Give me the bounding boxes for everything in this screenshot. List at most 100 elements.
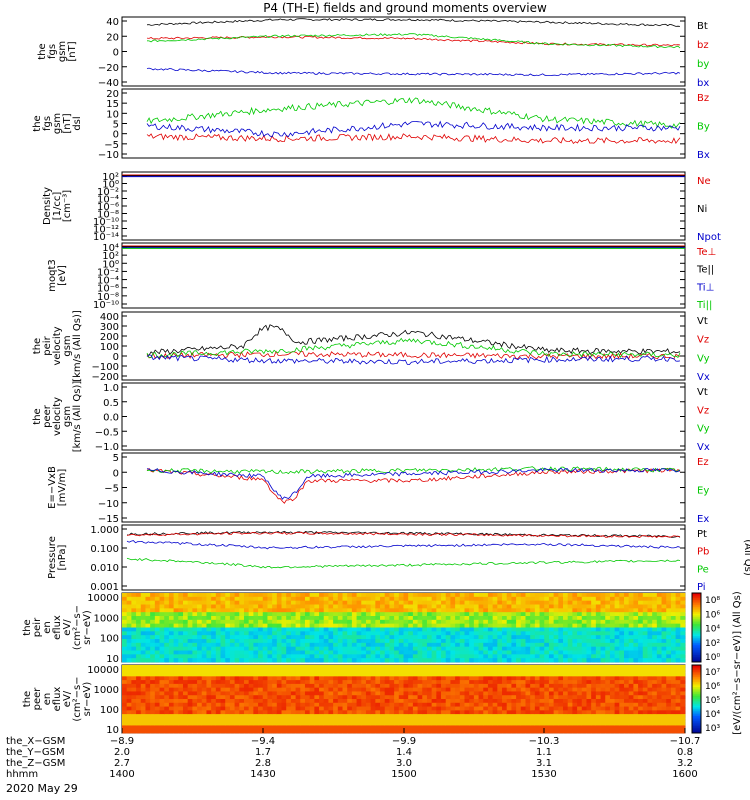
spec-cell <box>384 616 390 621</box>
spec-cell <box>389 627 395 632</box>
spec-cell <box>201 646 207 651</box>
spec-cell <box>478 635 484 640</box>
spec-cell <box>309 672 315 677</box>
spec-cell <box>140 600 146 605</box>
spec-cell <box>487 623 494 628</box>
spec-cell <box>314 702 320 707</box>
spec-cell <box>380 691 386 696</box>
spec-cell <box>234 706 240 711</box>
spec-cell <box>408 642 414 648</box>
spec-cell <box>267 619 273 625</box>
spec-cell <box>262 596 268 602</box>
spec-cell <box>675 683 681 689</box>
spec-cell <box>276 596 282 602</box>
spec-cell <box>497 600 503 605</box>
spec-cell <box>624 721 630 726</box>
spec-cell <box>323 619 329 625</box>
spec-cell <box>656 725 662 730</box>
spec-cell <box>408 665 414 670</box>
spec-cell <box>314 676 320 681</box>
spec-cell <box>422 608 428 613</box>
spec-cell <box>473 680 479 685</box>
spec-cell <box>534 635 540 640</box>
spec-cell <box>670 627 677 632</box>
spec-cell <box>159 635 165 640</box>
spec-cell <box>464 665 470 670</box>
spec-cell <box>150 683 156 689</box>
spec-cell <box>206 672 212 677</box>
spec-cell <box>154 612 160 617</box>
spec-cell <box>455 619 461 625</box>
spec-cell <box>140 619 146 625</box>
spec-cell <box>197 654 203 659</box>
spec-cell <box>234 665 240 670</box>
spec-cell <box>126 642 132 648</box>
spec-cell <box>450 593 456 598</box>
spec-cell <box>122 665 128 670</box>
spec-cell <box>581 706 587 711</box>
spec-cell <box>328 593 334 598</box>
spec-cell <box>544 668 550 673</box>
spec-cell <box>502 717 508 723</box>
spec-cell <box>502 702 508 707</box>
spec-cell <box>595 654 601 659</box>
spec-cell <box>215 668 221 673</box>
spec-cell <box>248 600 254 605</box>
spec-cell <box>126 714 132 719</box>
spec-cell <box>145 631 151 636</box>
spec-cell <box>145 627 151 632</box>
spec-cell <box>197 623 203 628</box>
spec-cell <box>511 639 517 644</box>
spec-cell <box>206 714 212 719</box>
spec-cell <box>333 676 339 681</box>
spec-cell <box>511 672 517 677</box>
spec-cell <box>675 672 681 677</box>
spec-cell <box>253 717 259 723</box>
spec-cell <box>487 642 494 648</box>
spec-cell <box>436 635 442 640</box>
spec-cell <box>609 654 616 659</box>
spec-cell <box>497 721 503 726</box>
spec-cell <box>262 612 268 617</box>
spec-cell <box>276 725 282 730</box>
spec-cell <box>304 612 311 617</box>
y-axis-label: gsm <box>52 113 63 134</box>
spec-cell <box>356 691 362 696</box>
spec-cell <box>487 691 494 696</box>
y-tick-label: 10⁻¹⁰ <box>93 300 119 311</box>
spec-cell <box>314 627 320 632</box>
spec-cell <box>304 683 311 689</box>
spec-cell <box>328 729 334 734</box>
spec-cell <box>380 635 386 640</box>
spec-cell <box>614 600 620 605</box>
spec-cell <box>619 691 625 696</box>
spec-cell <box>534 668 540 673</box>
spec-cell <box>455 600 461 605</box>
spec-cell <box>581 665 587 670</box>
spec-cell <box>187 714 193 719</box>
spec-cell <box>473 721 479 726</box>
spec-cell <box>384 593 390 598</box>
spec-cell <box>628 616 634 621</box>
spec-cell <box>459 672 465 677</box>
spec-cell <box>492 714 498 719</box>
spec-cell <box>591 721 597 726</box>
spec-cell <box>600 710 606 715</box>
spec-cell <box>591 600 597 605</box>
spec-cell <box>633 600 639 605</box>
spec-cell <box>525 680 531 685</box>
legend-ni: Ni <box>697 204 707 215</box>
spec-cell <box>478 608 484 613</box>
colorbar-cell <box>692 594 701 597</box>
spec-cell <box>150 608 156 613</box>
spec-cell <box>398 635 404 640</box>
spec-cell <box>131 672 137 677</box>
spec-cell <box>394 596 400 602</box>
spec-cell <box>323 699 329 704</box>
spec-cell <box>670 717 677 723</box>
spec-cell <box>422 691 428 696</box>
spec-cell <box>412 687 418 692</box>
spec-cell <box>272 665 278 670</box>
spec-cell <box>426 650 433 655</box>
spec-cell <box>441 639 447 644</box>
